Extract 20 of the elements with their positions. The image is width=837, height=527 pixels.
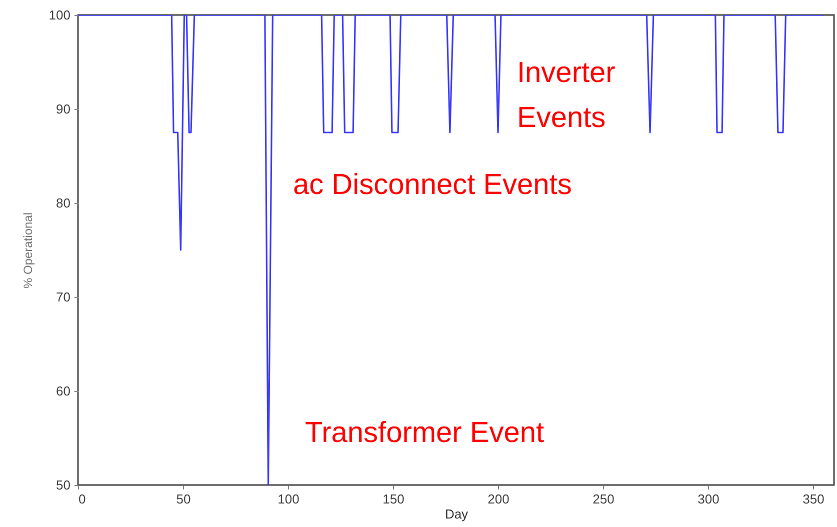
x-tick-label: 300 [698,492,720,506]
x-tick-label: 250 [592,492,614,506]
line-series [78,15,824,485]
y-tick-label: 60 [56,384,70,398]
y-axis-title: % Operational [20,212,35,289]
y-tick-label: 100 [48,8,70,22]
y-tick-label: 50 [56,478,70,492]
annotation: Transformer Event [305,417,544,449]
x-axis-title: Day [444,506,469,522]
y-tick-label: 70 [56,290,70,304]
annotation: Inverter Events [517,57,616,134]
x-tick-label: 150 [382,492,404,506]
y-tick-label: 90 [56,102,70,116]
x-tick-label: 350 [802,492,824,506]
x-tick-label: 200 [488,492,510,506]
x-tick-label: 100 [278,492,300,506]
x-tick-label: 50 [176,492,191,506]
y-tick-label: 80 [56,196,70,210]
annotation: ac Disconnect Events [293,169,572,201]
x-tick-label: 0 [78,492,86,506]
